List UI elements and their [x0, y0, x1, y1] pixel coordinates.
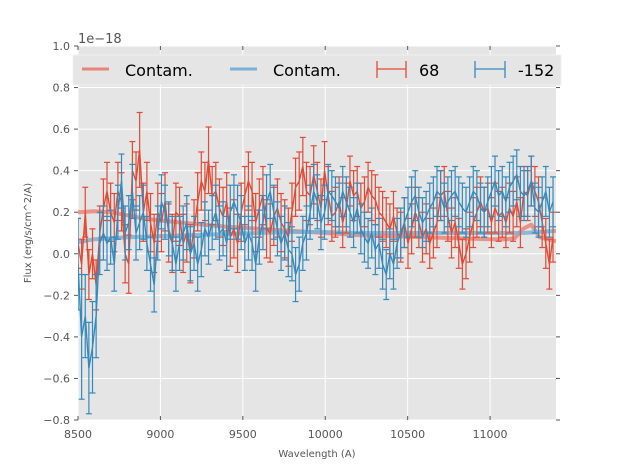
legend-label-contam-red: Contam. [125, 61, 193, 80]
y-tick-label: 0.6 [53, 123, 71, 136]
legend-entry-contam-blue: Contam. [230, 61, 341, 80]
x-tick-label: 8500 [64, 428, 92, 441]
x-tick-label: 11000 [473, 428, 508, 441]
legend-errorbar-icon-blue [474, 61, 506, 78]
y-axis-ticks: −0.8 −0.6 −0.4 −0.2 0.0 0.2 0.4 0.6 0.8 1.0 [43, 40, 560, 427]
x-axis-label: Wavelength (A) [278, 449, 355, 460]
y-tick-label: −0.6 [43, 372, 70, 385]
legend-label-68: 68 [419, 61, 439, 80]
x-axis-ticks: 8500 9000 9500 10000 10500 11000 [64, 46, 508, 441]
y-tick-label: 0.2 [53, 206, 71, 219]
x-tick-label: 10500 [390, 428, 425, 441]
legend-errorbar-icon-red [376, 61, 407, 78]
y-tick-label: −0.8 [43, 414, 70, 427]
legend-entry-minus152: -152 [474, 61, 554, 80]
data-line [78, 172, 554, 369]
y-tick-label: 0.4 [53, 165, 71, 178]
legend-entry-contam-red: Contam. [82, 61, 193, 80]
y-tick-label: 0.8 [53, 82, 71, 95]
legend: Contam. Contam. 68 -152 [72, 54, 562, 86]
legend-label-minus152: -152 [518, 61, 554, 80]
y-tick-label: 0.0 [53, 248, 71, 261]
y-tick-label: −0.4 [43, 331, 70, 344]
x-tick-label: 9000 [146, 428, 174, 441]
y-offset-label: 1e−18 [78, 32, 122, 47]
legend-box [72, 54, 562, 86]
grid [77, 45, 556, 421]
x-tick-label: 9500 [229, 428, 257, 441]
series-152 [78, 149, 556, 415]
y-tick-label: −0.2 [43, 289, 70, 302]
legend-entry-68: 68 [376, 61, 439, 80]
y-tick-label: 1.0 [53, 40, 71, 53]
series-layer [78, 111, 556, 415]
x-tick-label: 10000 [308, 428, 343, 441]
legend-label-contam-blue: Contam. [273, 61, 341, 80]
y-axis-label: Flux (erg/s/cm^2/A) [23, 183, 34, 283]
